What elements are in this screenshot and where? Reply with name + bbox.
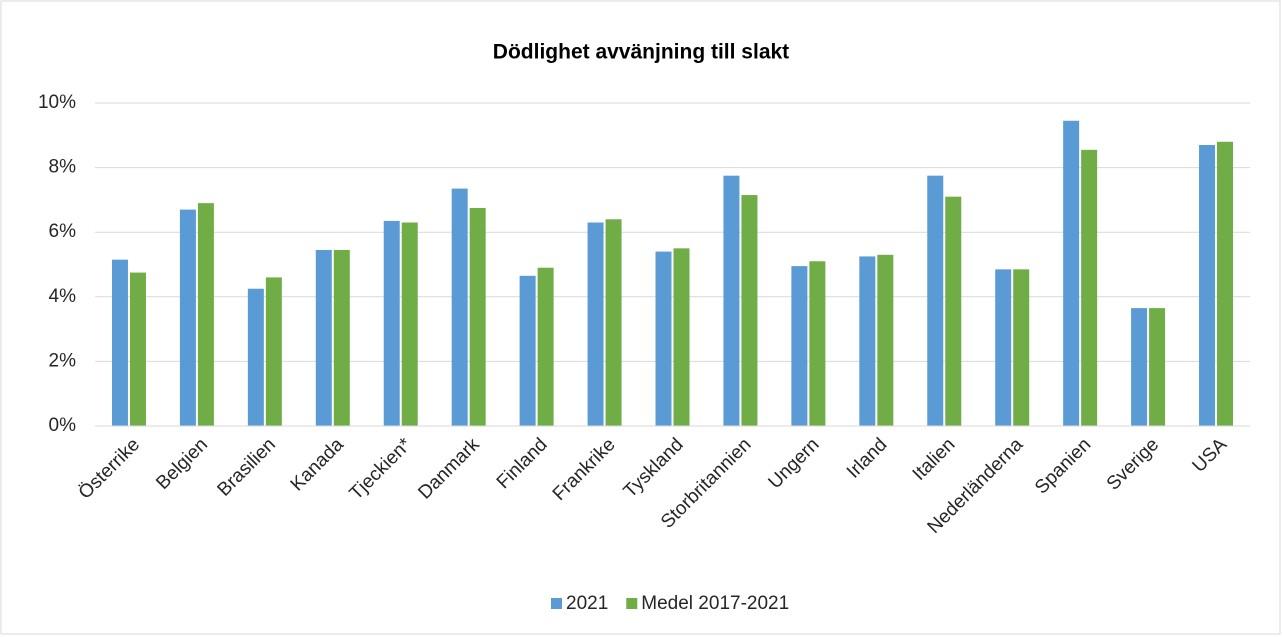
bar (179, 209, 196, 426)
y-tick-label: 0% (49, 415, 77, 436)
bar (1217, 141, 1234, 426)
y-tick-label: 10% (38, 92, 76, 113)
y-tick-label: 2% (49, 350, 77, 371)
legend-swatch (551, 598, 562, 609)
bar (197, 203, 214, 426)
bar (927, 175, 944, 426)
bar (673, 248, 690, 426)
bar (129, 272, 146, 426)
bar (451, 188, 468, 426)
bar (741, 195, 758, 426)
bar (605, 219, 622, 426)
bar (995, 269, 1012, 426)
bar (859, 256, 876, 426)
bar (537, 267, 554, 426)
chart-title: Dödlighet avvänjning till slakt (493, 41, 789, 64)
bar (791, 266, 808, 426)
bar (401, 222, 418, 426)
bar (1081, 149, 1098, 426)
legend-label: Medel 2017-2021 (641, 593, 789, 614)
bar (315, 249, 332, 426)
bar (1013, 269, 1030, 426)
bar (111, 259, 128, 426)
bar (877, 254, 894, 426)
bar (1131, 308, 1148, 426)
y-tick-label: 8% (49, 157, 77, 178)
y-tick-label: 4% (49, 286, 77, 307)
bar (469, 207, 486, 426)
bar (333, 249, 350, 426)
bar (723, 175, 740, 426)
bar (587, 222, 604, 426)
legend-swatch (626, 598, 638, 609)
bar (945, 196, 962, 426)
legend-label: 2021 (566, 593, 608, 614)
bar (1149, 308, 1166, 426)
bar (1199, 144, 1216, 427)
bar (1063, 120, 1080, 426)
bar (519, 275, 536, 426)
y-tick-label: 6% (49, 221, 77, 242)
bar (383, 220, 400, 426)
bar (655, 251, 672, 426)
bar (809, 261, 826, 426)
bar (265, 277, 282, 426)
bar (247, 288, 264, 426)
